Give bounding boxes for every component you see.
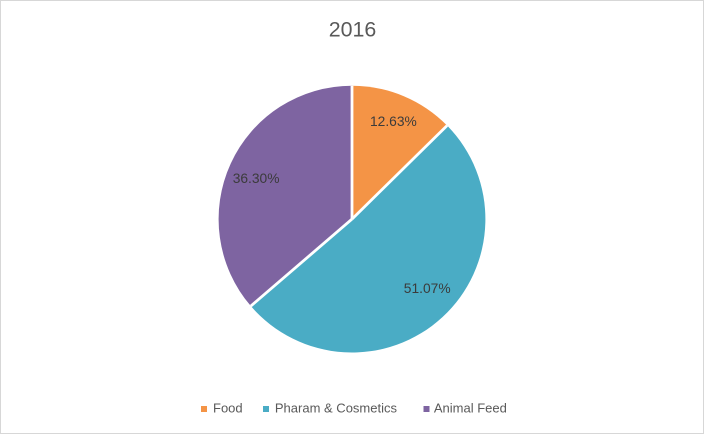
svg-text:2016: 2016 xyxy=(329,18,377,42)
svg-text:Pharam & Cosmetics: Pharam & Cosmetics xyxy=(275,401,398,416)
svg-text:36.30%: 36.30% xyxy=(233,171,280,186)
svg-text:Animal Feed: Animal Feed xyxy=(434,401,507,416)
svg-text:Food: Food xyxy=(213,401,243,416)
svg-text:12.63%: 12.63% xyxy=(370,114,417,129)
svg-text:51.07%: 51.07% xyxy=(404,281,451,296)
